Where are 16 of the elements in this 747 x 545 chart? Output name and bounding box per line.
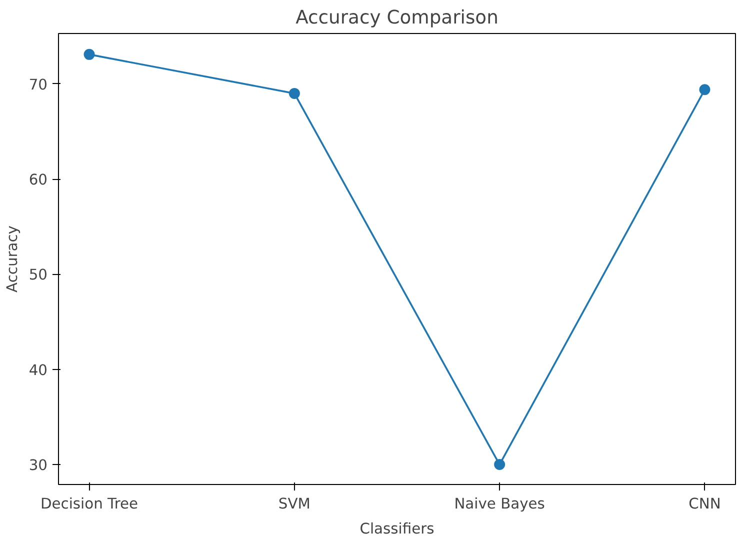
point [699, 84, 710, 96]
point [288, 88, 300, 99]
x-axis-title: Classifiers [360, 520, 434, 538]
chart-title: Accuracy Comparison [296, 8, 498, 28]
x-tick-label: Naive Bayes [454, 496, 545, 512]
y-axis-title: Accuracy [4, 225, 21, 292]
y-tick-label: 30 [28, 457, 48, 474]
x-tick-label: CNN [688, 496, 721, 512]
y-tick-label: 40 [28, 362, 48, 379]
y-tick-label: 70 [28, 76, 48, 94]
point [84, 48, 95, 60]
y-tick-label: 50 [28, 266, 48, 284]
x-tick-label: SVM [278, 496, 310, 512]
x-tick-label: Decision Tree [40, 496, 138, 512]
y-tick-label: 60 [28, 172, 48, 189]
point [494, 459, 506, 470]
